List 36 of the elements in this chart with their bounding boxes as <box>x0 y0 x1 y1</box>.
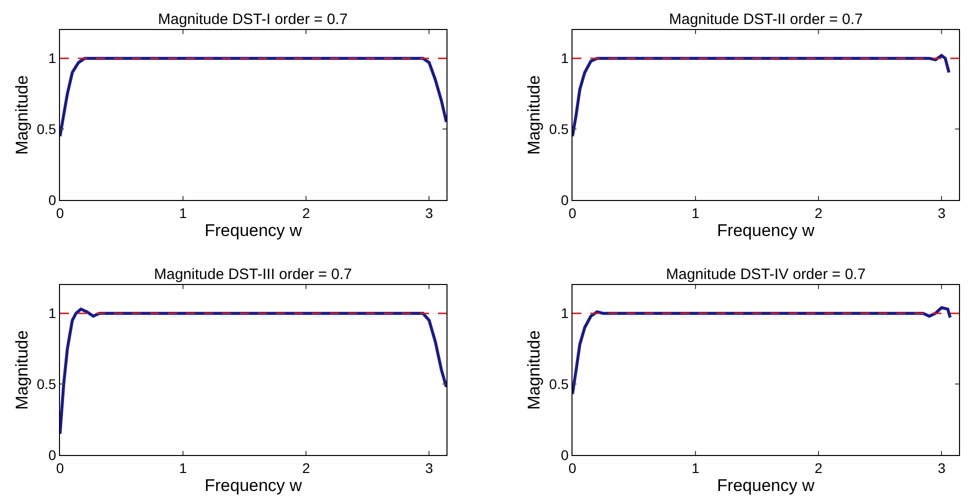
y-axis-title: Magnitude <box>524 75 544 155</box>
y-tick-label: 0.5 <box>36 121 56 138</box>
chart-title: Magnitude DST-II order = 0.7 <box>669 11 863 28</box>
x-tick-label: 3 <box>938 460 946 476</box>
y-axis-title: Magnitude <box>12 330 32 410</box>
y-axis-title: Magnitude <box>524 330 544 410</box>
x-axis-title: Frequency w <box>717 220 816 240</box>
x-tick-label: 2 <box>302 460 310 476</box>
x-tick-label: 3 <box>938 204 946 221</box>
x-tick-label: 2 <box>302 204 310 221</box>
chart-title: Magnitude DST-III order = 0.7 <box>154 266 352 283</box>
y-tick-label: 1 <box>48 50 56 66</box>
y-tick-label: 1 <box>48 305 56 322</box>
y-tick-label: 0 <box>48 446 56 463</box>
x-tick-label: 2 <box>814 460 823 476</box>
x-tick-label: 3 <box>425 460 434 476</box>
y-tick-label: 0 <box>560 192 569 208</box>
x-axis-title: Frequency w <box>204 476 303 495</box>
y-axis-title: Magnitude <box>12 75 32 155</box>
x-tick-label: 3 <box>425 204 434 221</box>
x-tick-label: 2 <box>814 204 823 221</box>
y-tick-label: 1 <box>560 50 569 66</box>
x-tick-label: 1 <box>179 204 188 221</box>
y-tick-label: 0 <box>48 192 56 208</box>
chart-title: Magnitude DST-IV order = 0.7 <box>666 266 866 283</box>
x-tick-label: 1 <box>692 460 700 476</box>
y-tick-label: 0.5 <box>36 376 56 392</box>
chart-title: Magnitude DST-I order = 0.7 <box>158 11 348 28</box>
x-tick-label: 1 <box>692 204 700 221</box>
y-tick-label: 0.5 <box>549 121 569 138</box>
y-tick-label: 1 <box>560 305 569 322</box>
x-tick-label: 1 <box>179 460 188 476</box>
x-axis-title: Frequency w <box>204 220 303 240</box>
x-axis-title: Frequency w <box>717 476 816 495</box>
y-tick-label: 0 <box>560 446 569 463</box>
y-tick-label: 0.5 <box>549 376 569 392</box>
